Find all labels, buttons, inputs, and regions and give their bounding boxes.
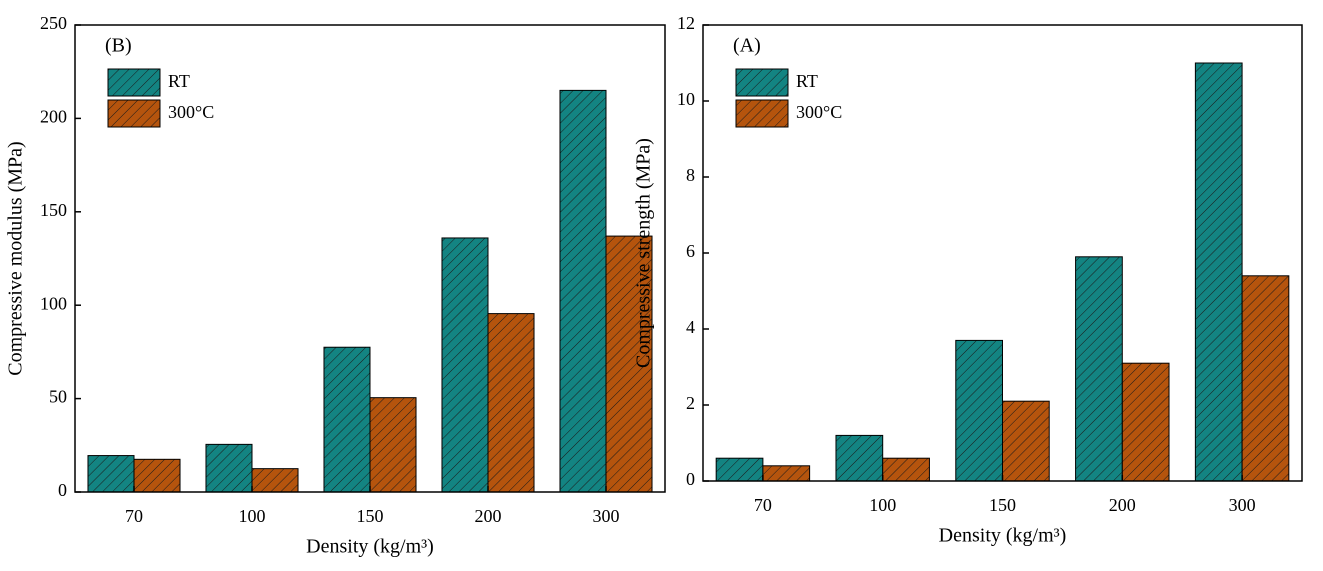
bar bbox=[369, 397, 417, 493]
legend-swatch bbox=[735, 68, 789, 97]
y-tick-label: 12 bbox=[677, 13, 695, 33]
y-tick-label: 100 bbox=[40, 293, 67, 313]
bar bbox=[323, 346, 371, 493]
bar bbox=[882, 457, 930, 482]
x-tick-label: 70 bbox=[125, 506, 143, 526]
y-tick-label: 4 bbox=[686, 317, 695, 337]
bar bbox=[205, 443, 253, 493]
legend-swatch bbox=[107, 99, 161, 128]
bar bbox=[487, 313, 535, 493]
x-tick-label: 150 bbox=[357, 506, 384, 526]
x-tick-label: 300 bbox=[593, 506, 620, 526]
bar bbox=[87, 455, 135, 493]
y-tick-label: 10 bbox=[677, 89, 695, 109]
x-tick-label: 300 bbox=[1229, 495, 1256, 515]
y-axis-label: Compressive strength (MPa) bbox=[633, 138, 655, 368]
x-tick-label: 70 bbox=[754, 495, 772, 515]
bar bbox=[1002, 400, 1050, 482]
y-tick-label: 0 bbox=[58, 480, 67, 500]
legend-label: 300°C bbox=[796, 102, 842, 122]
y-tick-label: 150 bbox=[40, 200, 67, 220]
legend-swatch bbox=[107, 68, 161, 97]
legend-swatch bbox=[735, 99, 789, 128]
bar bbox=[1121, 362, 1170, 482]
x-tick-label: 150 bbox=[989, 495, 1016, 515]
y-tick-label: 0 bbox=[686, 469, 695, 489]
x-tick-label: 100 bbox=[869, 495, 896, 515]
bar bbox=[559, 89, 607, 493]
y-tick-label: 250 bbox=[40, 13, 67, 33]
bar bbox=[133, 458, 181, 493]
bar bbox=[251, 468, 299, 493]
legend-label: 300°C bbox=[168, 102, 214, 122]
y-tick-label: 50 bbox=[49, 387, 67, 407]
x-axis-label: Density (kg/m³) bbox=[939, 525, 1067, 547]
y-tick-label: 6 bbox=[686, 241, 695, 261]
bar bbox=[1241, 275, 1290, 482]
y-tick-label: 2 bbox=[686, 393, 695, 413]
x-tick-label: 200 bbox=[475, 506, 502, 526]
y-tick-label: 200 bbox=[40, 107, 67, 127]
bar bbox=[715, 457, 764, 482]
bar bbox=[955, 339, 1004, 482]
legend-label: RT bbox=[796, 71, 818, 91]
x-axis-label: Density (kg/m³) bbox=[306, 536, 434, 558]
bar bbox=[835, 434, 884, 482]
bar bbox=[1075, 256, 1123, 482]
bar bbox=[605, 235, 653, 493]
y-tick-label: 8 bbox=[686, 165, 695, 185]
x-tick-label: 200 bbox=[1109, 495, 1136, 515]
y-axis-label: Compressive modulus (MPa) bbox=[5, 141, 27, 375]
bar bbox=[762, 465, 811, 482]
panel-label: (B) bbox=[105, 35, 132, 57]
panel-label: (A) bbox=[733, 35, 761, 57]
bar bbox=[1194, 62, 1243, 482]
legend-label: RT bbox=[168, 71, 190, 91]
bar bbox=[441, 237, 489, 493]
x-tick-label: 100 bbox=[239, 506, 266, 526]
